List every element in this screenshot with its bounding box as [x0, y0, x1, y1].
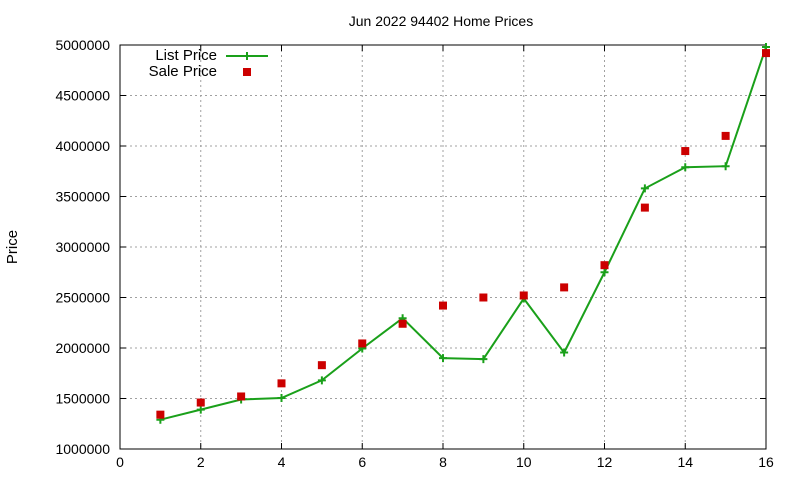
chart-title: Jun 2022 94402 Home Prices	[349, 13, 533, 29]
y-tick-label: 2000000	[55, 340, 110, 356]
series-list-price	[156, 43, 770, 424]
data-point-list-price	[681, 163, 690, 172]
x-tick-label: 14	[677, 454, 693, 470]
y-tick-label: 5000000	[55, 37, 110, 53]
series-line-list-price	[160, 46, 767, 421]
legend-label-sale-price: Sale Price	[149, 63, 217, 80]
x-tick-label: 0	[116, 454, 124, 470]
data-point-sale-price	[156, 410, 165, 419]
legend-marker-list-price	[243, 52, 251, 60]
data-point-sale-price	[721, 131, 730, 140]
legend-sample-list-price	[226, 52, 268, 60]
grid	[120, 45, 766, 449]
y-axis-label: Price	[4, 230, 21, 264]
data-point-list-price	[196, 405, 205, 414]
data-point-list-price	[317, 376, 326, 385]
data-point-sale-price	[640, 203, 649, 212]
data-point-sale-price	[237, 392, 246, 401]
y-tick-label: 1500000	[55, 391, 110, 407]
axes: 0 2 4 6 8 10 12 14 16 1000000 1500000 2000000 250000…	[55, 37, 774, 470]
data-point-sale-price	[398, 319, 407, 328]
x-tick-label: 8	[439, 454, 447, 470]
y-tick-label: 4500000	[55, 88, 110, 104]
data-point-sale-price	[196, 398, 205, 407]
data-point-list-price	[277, 393, 286, 402]
data-point-sale-price	[600, 261, 609, 270]
data-point-sale-price	[358, 339, 367, 348]
data-point-sale-price	[277, 379, 286, 388]
x-tick-label: 6	[358, 454, 366, 470]
legend-marker-sale-price	[243, 68, 251, 76]
data-point-list-price	[640, 184, 649, 193]
y-tick-label: 2500000	[55, 290, 110, 306]
data-point-list-price	[721, 162, 730, 171]
data-point-sale-price	[681, 147, 690, 156]
data-point-list-price	[560, 348, 569, 357]
y-tick-label: 1000000	[55, 441, 110, 457]
data-point-sale-price	[317, 361, 326, 370]
legend: List Price Sale Price	[149, 47, 268, 80]
y-tick-label: 4000000	[55, 138, 110, 154]
legend-label-list-price: List Price	[155, 47, 217, 64]
y-tick-label: 3500000	[55, 189, 110, 205]
x-tick-label: 4	[278, 454, 286, 470]
data-point-list-price	[479, 355, 488, 364]
data-point-sale-price	[560, 283, 569, 292]
legend-sample-sale-price	[243, 68, 251, 76]
data-point-list-price	[600, 268, 609, 277]
x-tick-label: 16	[758, 454, 774, 470]
data-point-list-price	[439, 354, 447, 363]
x-tick-label: 2	[197, 454, 205, 470]
series	[156, 43, 770, 424]
data-point-sale-price	[519, 291, 528, 300]
x-tick-label: 12	[597, 454, 613, 470]
data-point-sale-price	[479, 293, 488, 302]
series-sale-price	[156, 49, 770, 419]
data-point-sale-price	[439, 301, 447, 310]
x-tick-label: 10	[516, 454, 532, 470]
y-tick-label: 3000000	[55, 239, 110, 255]
data-point-sale-price	[762, 49, 770, 58]
